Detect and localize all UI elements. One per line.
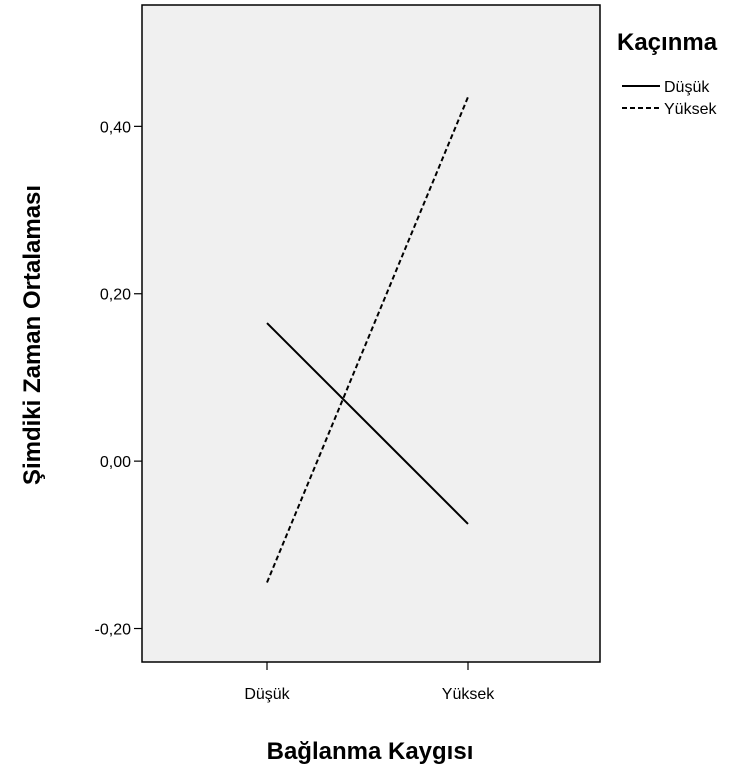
x-axis-ticks: Düşük Yüksek (244, 662, 495, 703)
y-axis-ticks: -0,20 0,00 0,20 0,40 (95, 119, 142, 639)
y-tick-label: 0,40 (100, 119, 131, 136)
y-tick-label: -0,20 (95, 622, 132, 639)
series-line-1 (266, 322, 469, 525)
x-tick-label: Yüksek (442, 686, 495, 703)
legend-items: Düşük Yüksek (622, 79, 717, 118)
x-axis-title: Bağlanma Kaygısı (267, 738, 474, 765)
x-tick-label: Düşük (244, 686, 290, 703)
legend-title: Kaçınma (617, 29, 718, 56)
plot-area (141, 4, 601, 663)
y-tick-label: 0,00 (100, 454, 131, 471)
legend-label: Düşük (664, 79, 710, 96)
legend-label: Yüksek (664, 101, 717, 118)
y-axis-title: Şimdiki Zaman Ortalaması (19, 185, 46, 485)
y-tick-label: 0,20 (100, 287, 131, 304)
series-lines (266, 96, 469, 583)
legend: Kaçınma Düşük Yüksek (617, 29, 718, 118)
